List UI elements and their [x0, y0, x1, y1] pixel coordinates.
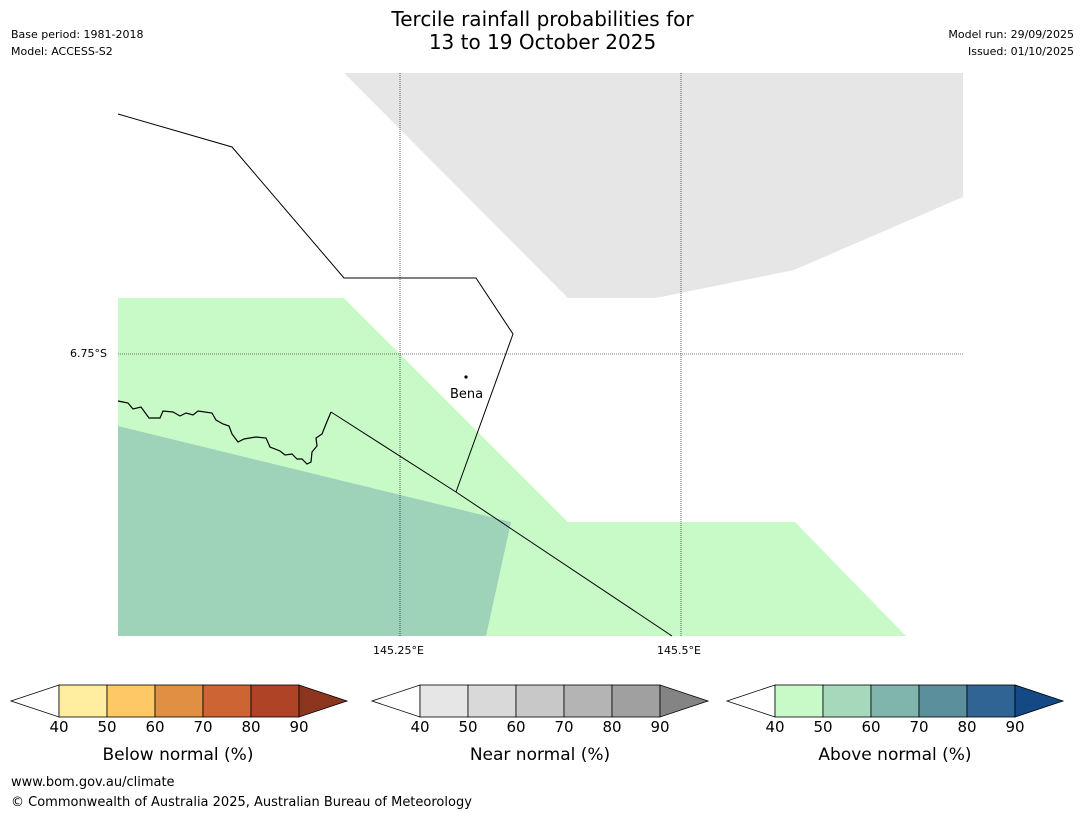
colorbar-near-tick: 70 — [554, 718, 574, 736]
colorbar-above-tick: 80 — [957, 718, 977, 736]
colorbar-below-tick: 50 — [97, 718, 117, 736]
colorbar-above-tick: 60 — [861, 718, 881, 736]
colorbar-below-under-extend — [9, 684, 60, 718]
place-label-bena: Bena — [450, 387, 484, 402]
colorbar-near-tick: 90 — [650, 718, 670, 736]
map-area — [117, 73, 963, 637]
lon-label-2: 145.5°E — [657, 644, 701, 657]
colorbar-near-segment-70 — [563, 684, 613, 718]
colorbar-below-tick: 70 — [193, 718, 213, 736]
colorbar-below-segment-40 — [58, 684, 108, 718]
title-line-2: 13 to 19 October 2025 — [428, 30, 657, 54]
river-boundary — [117, 400, 332, 465]
colorbar-above-tick: 50 — [813, 718, 833, 736]
colorbar-below-tick: 60 — [145, 718, 165, 736]
colorbar-above-tick: 90 — [1005, 718, 1025, 736]
colorbar-above-segment-80 — [966, 684, 1016, 718]
colorbar-above-tick: 40 — [765, 718, 785, 736]
model-run: Model run: 29/09/2025 — [948, 28, 1074, 41]
footer-url: www.bom.gov.au/climate — [11, 775, 175, 790]
colorbar-label-near: Near normal (%) — [469, 745, 611, 765]
colorbar-near-under-extend — [370, 684, 421, 718]
colorbar-near-tick: 40 — [410, 718, 430, 736]
above-normal-50-region — [118, 426, 511, 636]
title-line-1: Tercile rainfall probabilities for — [391, 7, 694, 31]
colorbar-above-segment-70 — [918, 684, 968, 718]
colorbar-below-tick: 80 — [241, 718, 261, 736]
colorbar-below-segment-50 — [106, 684, 156, 718]
colorbar-below-segment-80 — [250, 684, 300, 718]
near-normal-region — [344, 73, 963, 298]
colorbar-near-segment-50 — [467, 684, 517, 718]
colorbar-label-above: Above normal (%) — [818, 745, 972, 765]
colorbar-near-segment-60 — [515, 684, 565, 718]
colorbar-below-tick: 40 — [49, 718, 69, 736]
footer-copyright: © Commonwealth of Australia 2025, Austra… — [11, 795, 472, 810]
town-marker-bena — [464, 375, 468, 379]
colorbar-above-tick: 70 — [909, 718, 929, 736]
colorbar-below-segment-70 — [202, 684, 252, 718]
colorbar-near-over-extend — [659, 684, 710, 718]
meta-left: Base period: 1981-2018 Model: ACCESS-S2 — [11, 26, 143, 60]
colorbar-above-segment-50 — [822, 684, 872, 718]
colorbar-near-segment-40 — [419, 684, 469, 718]
lon-label-1: 145.25°E — [373, 644, 424, 657]
colorbar-below-over-extend — [298, 684, 349, 718]
lat-label: 6.75°S — [70, 347, 107, 360]
colorbar-near-tick: 60 — [506, 718, 526, 736]
colorbar-above-over-extend — [1014, 684, 1065, 718]
issued-date: Issued: 01/10/2025 — [967, 45, 1074, 58]
colorbar-above-under-extend — [725, 684, 776, 718]
colorbar-below-segment-60 — [154, 684, 204, 718]
colorbar-near-tick: 80 — [602, 718, 622, 736]
colorbar-above-segment-60 — [870, 684, 920, 718]
model-name: Model: ACCESS-S2 — [11, 45, 113, 58]
province-boundary-north — [117, 113, 514, 493]
meta-right: Model run: 29/09/2025 Issued: 01/10/2025 — [948, 26, 1074, 60]
colorbar-label-below: Below normal (%) — [102, 745, 254, 765]
colorbar-near-segment-80 — [611, 684, 661, 718]
province-boundary-south — [330, 411, 673, 637]
map-title: Tercile rainfall probabilities for 13 to… — [0, 8, 1085, 54]
base-period: Base period: 1981-2018 — [11, 28, 144, 41]
colorbar-above-segment-40 — [774, 684, 824, 718]
colorbar-near-tick: 50 — [458, 718, 478, 736]
colorbar-below-tick: 90 — [289, 718, 309, 736]
